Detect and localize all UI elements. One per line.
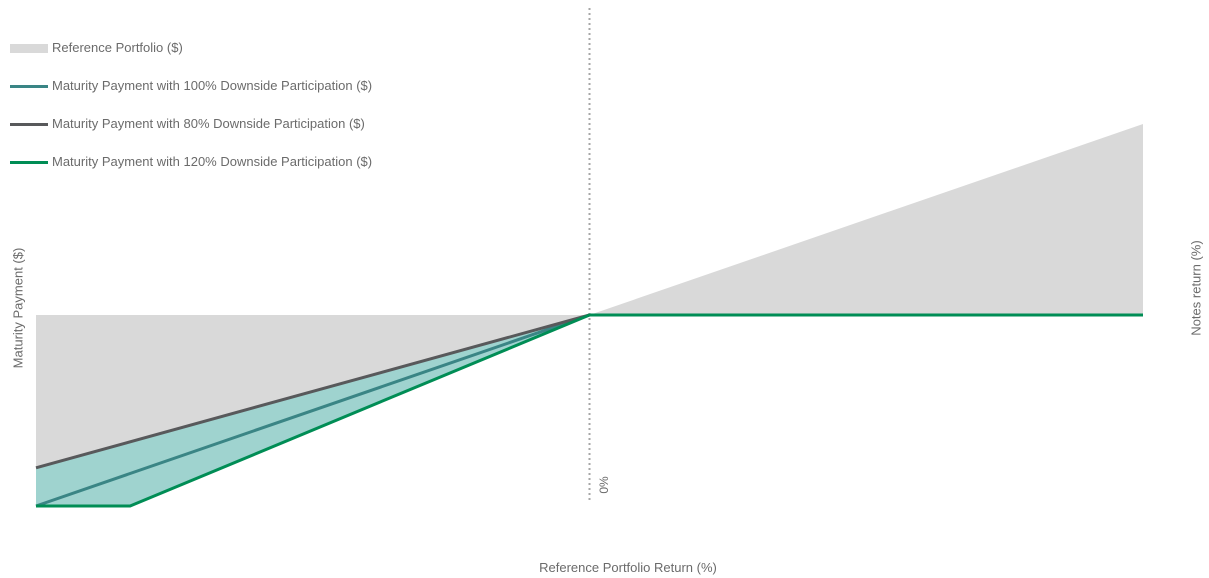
- x-axis-label: Reference Portfolio Return (%): [539, 560, 717, 575]
- legend-label-100-participation: Maturity Payment with 100% Downside Part…: [52, 78, 373, 93]
- y-axis-label-left: Maturity Payment ($): [10, 247, 26, 369]
- y-axis-label-right: Notes return (%): [1188, 240, 1204, 336]
- legend-swatch-80-participation: [10, 123, 48, 126]
- x-tick-label-zero: 0%: [597, 476, 611, 494]
- line-maturity-payment-with-120-downside-participation: [36, 313, 1143, 508]
- legend-swatch-100-participation: [10, 85, 48, 88]
- participation-band: [36, 315, 1143, 506]
- legend-label-reference-portfolio: Reference Portfolio ($): [52, 40, 183, 55]
- legend-label-120-participation: Maturity Payment with 120% Downside Part…: [52, 154, 373, 169]
- legend-swatch-reference-portfolio: [10, 44, 48, 53]
- legend-label-80-participation: Maturity Payment with 80% Downside Parti…: [52, 116, 365, 131]
- legend-swatch-120-participation: [10, 161, 48, 164]
